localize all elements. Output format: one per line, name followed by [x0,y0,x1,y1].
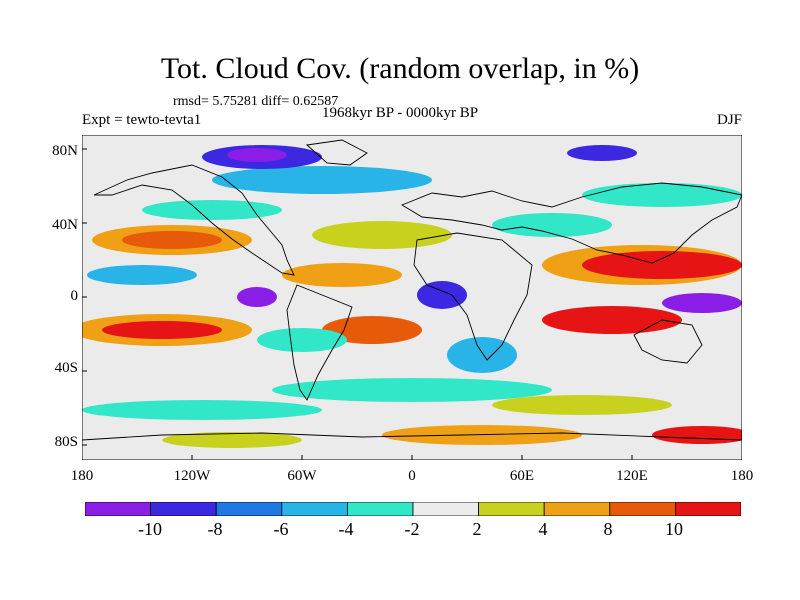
anomaly-patch [142,200,282,220]
south-america-coast [286,284,353,401]
anomaly-patch [227,148,287,162]
colorbar-label: 2 [472,519,482,539]
lat-label-80s: 80S [54,434,78,450]
colorbar-label: -10 [138,519,162,539]
colorbar-label: -8 [207,519,223,539]
lon-label-60w: 60W [287,468,317,484]
anomaly-patch [312,221,452,249]
colorbar-box [412,502,479,516]
anomaly-patch [322,316,422,344]
colorbar-box [150,502,217,516]
colorbar-box [281,502,348,516]
coastlines [82,139,742,441]
anomaly-patch [237,287,277,307]
lon-label-0: 0 [408,468,416,484]
anomaly-patch [272,378,552,402]
anomaly-patch [162,432,302,448]
colorbar-box [543,502,611,516]
anomaly-patch [102,321,222,339]
anomaly-patch [492,213,612,237]
colorbar-box [675,502,741,516]
colorbar-box [478,502,545,516]
colorbar-box [215,502,283,516]
anomaly-patch [582,251,742,279]
lon-label-120w: 120W [173,468,211,484]
colorbar-box [609,502,676,516]
eurasia-coast [400,182,742,264]
colorbar-label: -6 [273,519,289,539]
lon-label-180w: 180 [70,468,94,484]
stats-text: rmsd= 5.75281 diff= 0.62587 [173,94,339,109]
colorbar-label: -4 [338,519,354,539]
colorbar-box [346,502,414,516]
anomaly-patch [492,395,672,415]
australia-coast [633,319,703,364]
colorbar-label: -2 [404,519,420,539]
lat-label-40s: 40S [54,360,78,376]
colorbar [85,502,741,516]
anomaly-patch [662,293,742,313]
anomaly-patch [542,306,682,334]
lon-label-180e: 180 [730,468,754,484]
lat-label-40n: 40N [52,217,78,233]
anomaly-patch [282,263,402,287]
anomaly-patch [447,337,517,373]
anomaly-patch [417,281,467,309]
antarctica-coast [82,432,742,441]
chart-title: Tot. Cloud Cov. (random overlap, in %) [160,52,640,85]
anomaly-patch [257,328,347,352]
colorbar-label: 10 [665,519,683,539]
season-label: DJF [716,112,742,128]
lon-label-60e: 60E [509,468,535,484]
lon-label-120e: 120E [616,468,648,484]
colorbar-label: 8 [603,519,613,539]
anomaly-patch [122,231,222,249]
cloud-cover-map [82,135,742,460]
anomaly-patch [82,400,322,420]
colorbar-box [85,502,151,516]
greenland-coast [305,139,368,166]
experiment-label: Expt = tewto-tevta1 [82,112,202,128]
anomaly-fields [82,145,742,448]
map-ticks [82,148,633,460]
north-america-coast [93,164,295,276]
lat-label-0: 0 [70,288,79,304]
anomaly-patch [582,183,742,207]
period-label: 1968kyr BP - 0000kyr BP [322,105,479,121]
anomaly-patch [567,145,637,161]
lat-label-80n: 80N [52,143,78,159]
anomaly-patch [87,265,197,285]
africa-coast [413,232,533,361]
anomaly-patch [212,166,432,194]
colorbar-label: 4 [538,519,548,539]
